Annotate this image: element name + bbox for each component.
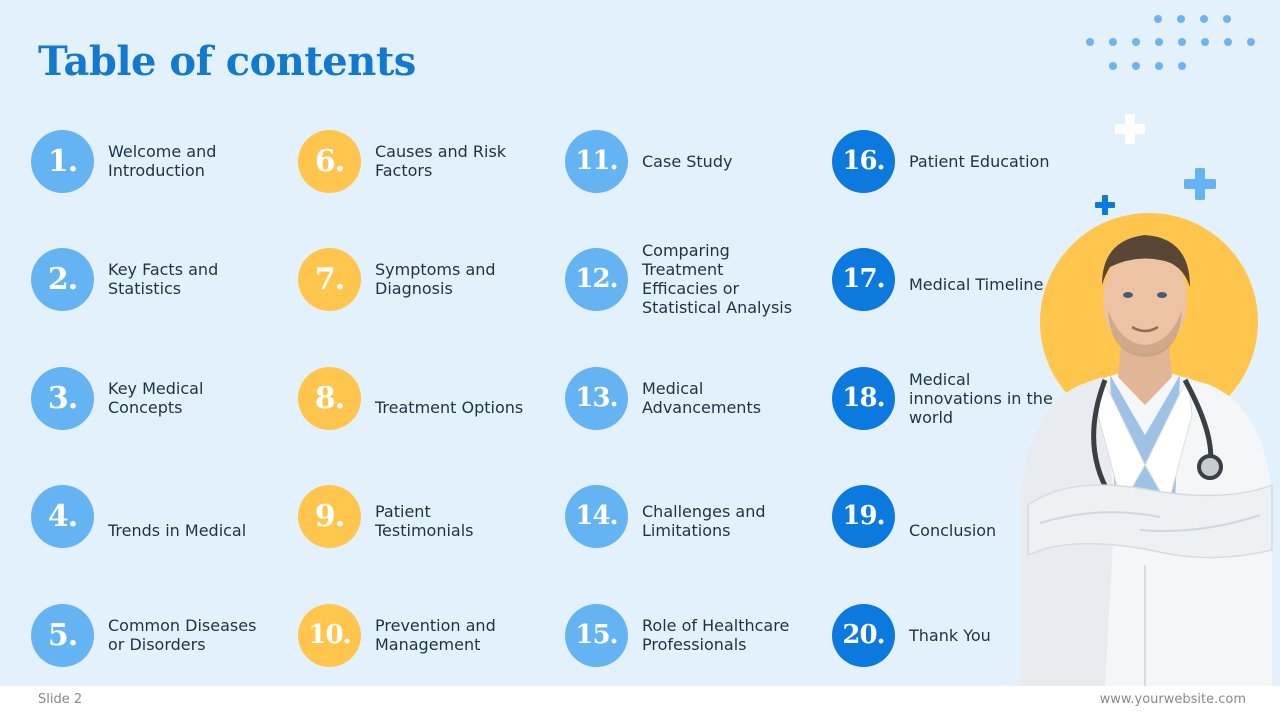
toc-item[interactable]: 5. Common Diseases or Disorders (31, 603, 281, 667)
toc-item[interactable]: 6. Causes and Risk Factors (298, 129, 548, 193)
dots-pattern (1080, 10, 1270, 80)
number-badge: 13. (565, 366, 628, 430)
toc-item-label: Comparing Treatment Efficacies or Statis… (642, 241, 793, 317)
number-badge: 4. (31, 484, 94, 548)
toc-item-label: Patient Testimonials (375, 502, 474, 540)
toc-item[interactable]: 16. Patient Education (832, 129, 1082, 193)
page-title: Table of contents (38, 38, 416, 85)
toc-item-label: Challenges and Limitations (642, 502, 766, 540)
toc-item-label: Key Facts and Statistics (108, 260, 219, 298)
toc-item-label: Treatment Options (375, 398, 524, 417)
slide-number: Slide 2 (38, 692, 83, 707)
toc-item[interactable]: 19. Conclusion (832, 484, 1082, 548)
toc-item[interactable]: 10. Prevention and Management (298, 603, 548, 667)
number-badge: 3. (31, 366, 94, 430)
toc-item[interactable]: 2. Key Facts and Statistics (31, 247, 281, 311)
plus-icon (1095, 195, 1115, 215)
toc-item[interactable]: 12. Comparing Treatment Efficacies or St… (565, 241, 815, 317)
toc-item[interactable]: 17. Medical Timeline (832, 247, 1082, 311)
toc-item-label: Case Study (642, 151, 733, 171)
number-badge: 17. (832, 247, 895, 311)
toc-item-label: Conclusion (909, 520, 997, 540)
toc-item-label: Key Medical Concepts (108, 379, 204, 417)
toc-item[interactable]: 20. Thank You (832, 603, 1082, 667)
plus-icon (1184, 168, 1216, 200)
number-badge: 5. (31, 603, 94, 667)
number-badge: 10. (298, 603, 361, 667)
toc-item-label: Prevention and Management (375, 616, 496, 654)
toc-item-label: Thank You (909, 625, 991, 645)
toc-item[interactable]: 9. Patient Testimonials (298, 484, 548, 548)
number-badge: 1. (31, 129, 94, 193)
plus-icon (1115, 114, 1145, 144)
number-badge: 12. (565, 247, 628, 311)
toc-item[interactable]: 3. Key Medical Concepts (31, 366, 281, 430)
number-badge: 2. (31, 247, 94, 311)
number-badge: 15. (565, 603, 628, 667)
number-badge: 16. (832, 129, 895, 193)
number-badge: 6. (298, 129, 361, 193)
toc-item[interactable]: 4. Trends in Medical (31, 484, 281, 548)
toc-item-label: Patient Education (909, 151, 1050, 171)
number-badge: 8. (298, 366, 361, 430)
website-url: www.yourwebsite.com (1099, 692, 1246, 707)
toc-item[interactable]: 14. Challenges and Limitations (565, 484, 815, 548)
toc-item[interactable]: 18. Medical innovations in the world (832, 366, 1082, 430)
number-badge: 20. (832, 603, 895, 667)
toc-item-label: Trends in Medical (108, 520, 247, 540)
toc-item[interactable]: 8. Treatment Options (298, 366, 548, 430)
toc-item-label: Welcome and Introduction (108, 142, 217, 180)
toc-item[interactable]: 1. Welcome and Introduction (31, 129, 281, 193)
slide: Table of contents (31, 10, 1273, 686)
toc-item[interactable]: 15. Role of Healthcare Professionals (565, 603, 815, 667)
number-badge: 11. (565, 129, 628, 193)
toc-item-label: Medical Advancements (642, 379, 762, 417)
toc-item-label: Role of Healthcare Professionals (642, 616, 790, 654)
toc-item-label: Common Diseases or Disorders (108, 616, 257, 654)
toc-item[interactable]: 13. Medical Advancements (565, 366, 815, 430)
toc-item-label: Medical Timeline (909, 274, 1044, 294)
slide-footer: Slide 2 www.yourwebsite.com (0, 686, 1280, 720)
toc-item[interactable]: 11. Case Study (565, 129, 815, 193)
number-badge: 9. (298, 484, 361, 548)
toc-item[interactable]: 7. Symptoms and Diagnosis (298, 247, 548, 311)
toc-item-label: Symptoms and Diagnosis (375, 260, 496, 298)
number-badge: 14. (565, 484, 628, 548)
toc-item-label: Causes and Risk Factors (375, 142, 507, 180)
doctor-photo (1020, 235, 1273, 686)
number-badge: 18. (832, 366, 895, 430)
toc-item-label: Medical innovations in the world (909, 369, 1053, 427)
number-badge: 7. (298, 247, 361, 311)
number-badge: 19. (832, 484, 895, 548)
